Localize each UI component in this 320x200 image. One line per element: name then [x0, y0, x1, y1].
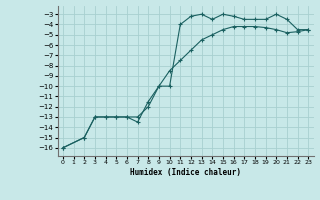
X-axis label: Humidex (Indice chaleur): Humidex (Indice chaleur)	[130, 168, 241, 177]
